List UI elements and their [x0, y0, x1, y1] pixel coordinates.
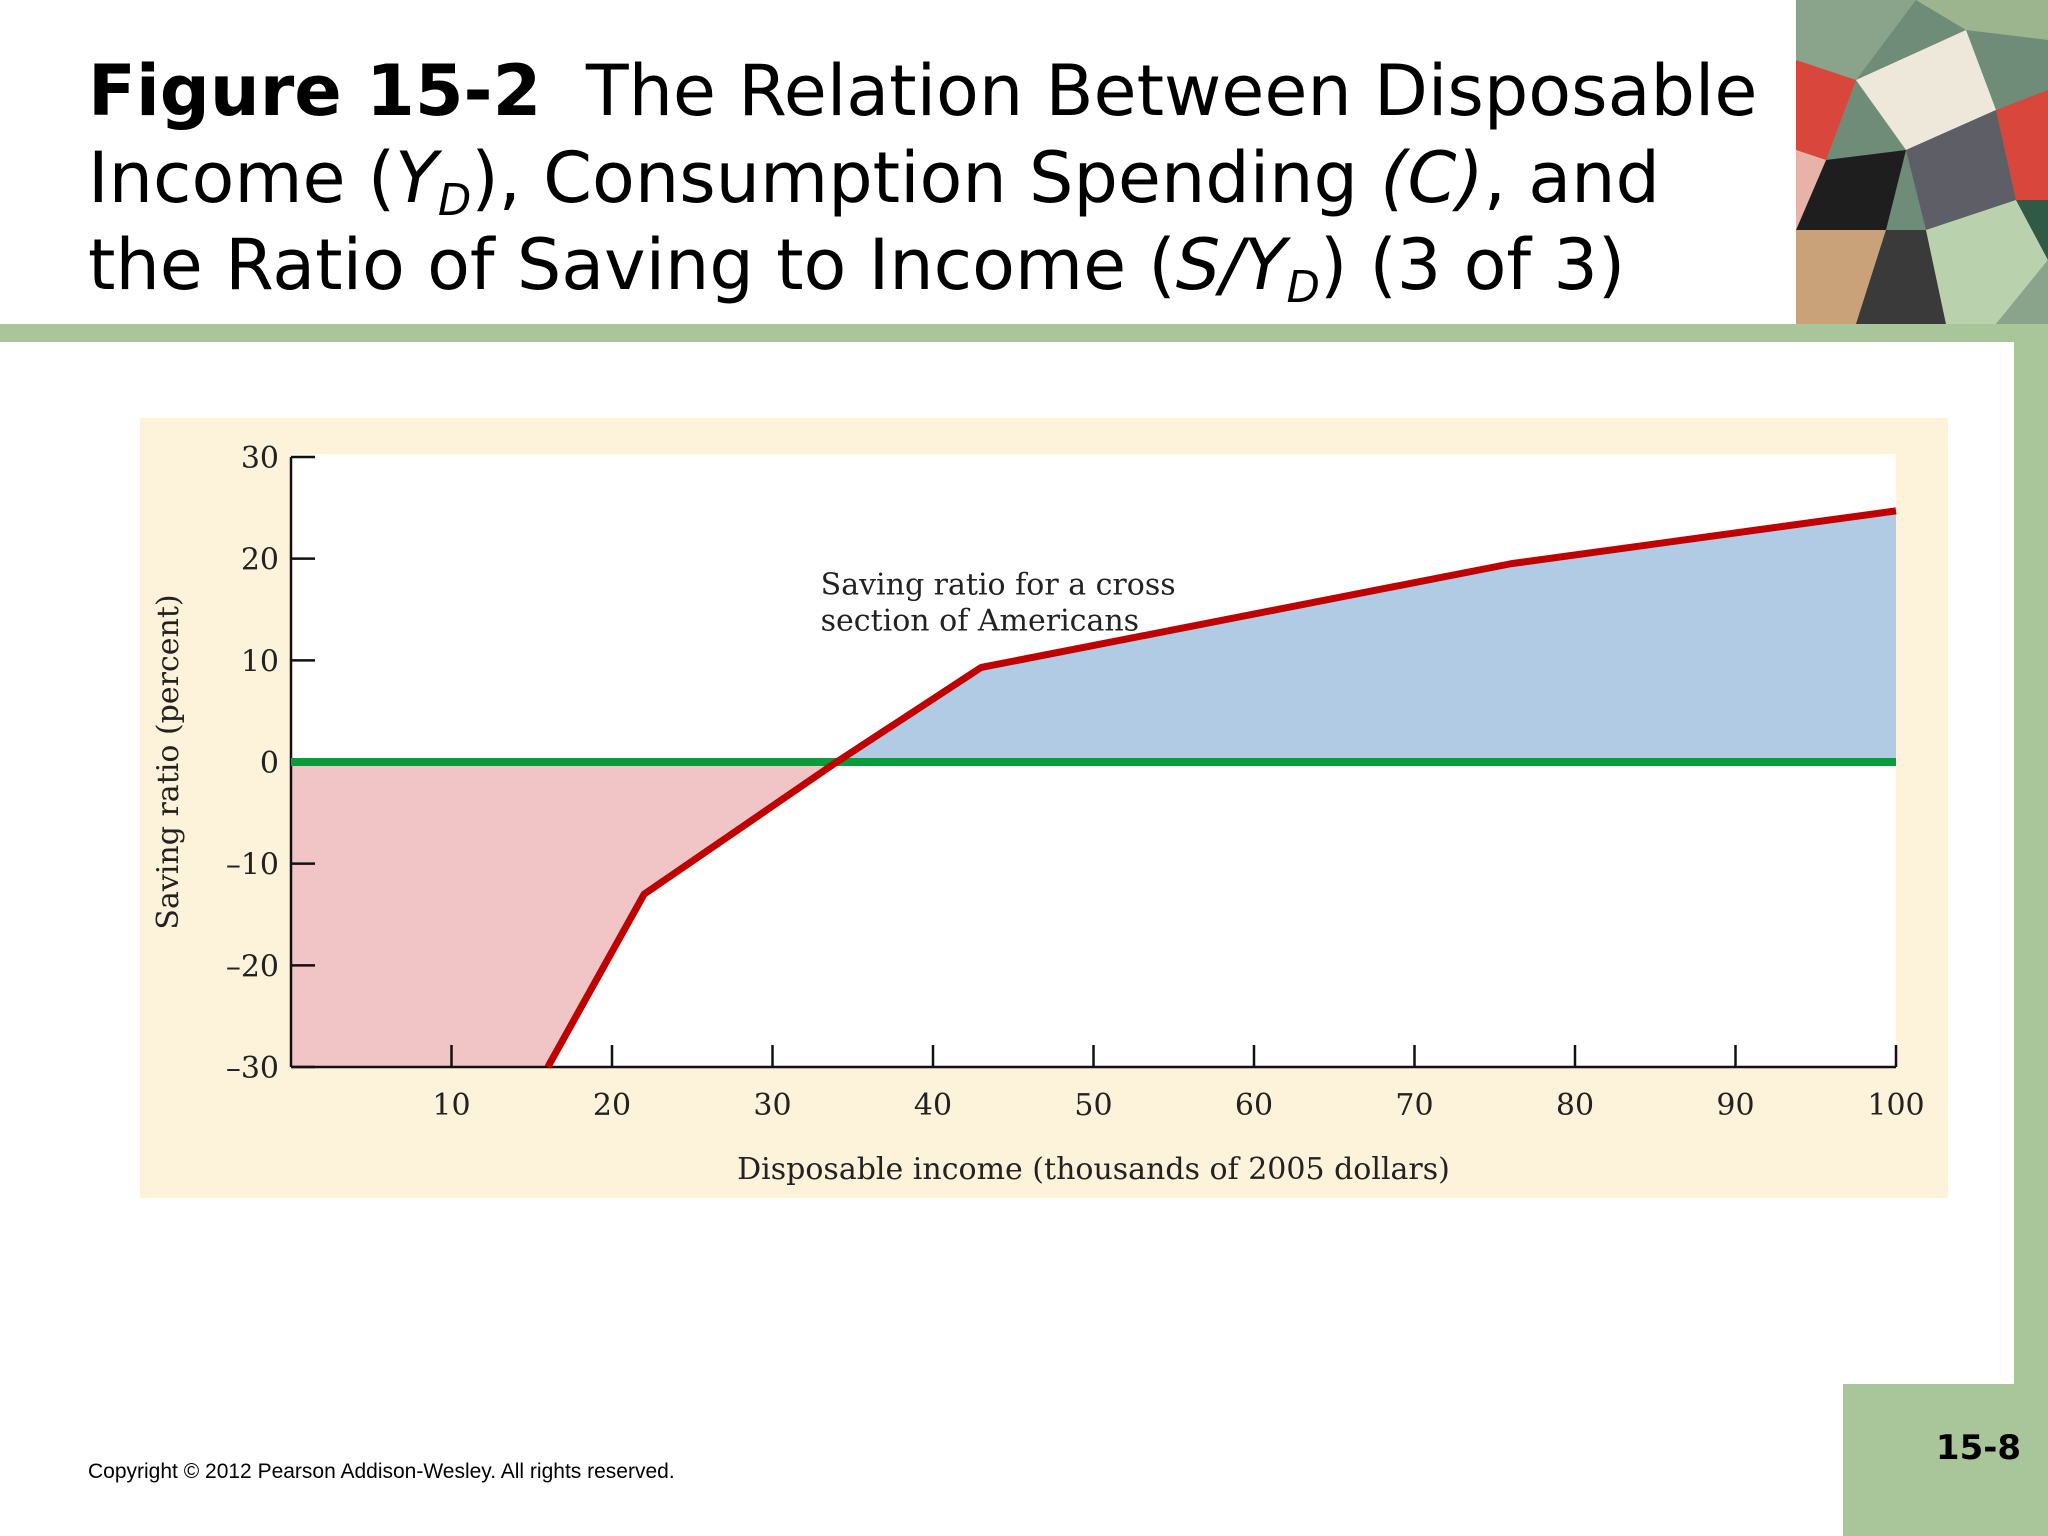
title-text-2a: Income (: [88, 137, 396, 219]
title-yd-sub: D: [437, 176, 472, 227]
x-tick-label: 10: [432, 1088, 470, 1123]
title-yd: Y: [395, 137, 438, 219]
title-line-1: Figure 15-2 The Relation Between Disposa…: [88, 48, 1778, 135]
header-divider-band: [0, 324, 2048, 342]
title-text-2d: , and: [1483, 137, 1660, 219]
annotation-line-1: Saving ratio for a cross: [821, 567, 1176, 602]
decorative-artwork: [1796, 0, 2048, 324]
title-text-1: The Relation Between Disposable: [585, 50, 1758, 132]
y-tick-label: 30: [241, 441, 279, 476]
x-tick-label: 100: [1867, 1088, 1924, 1123]
right-edge-bar: [2014, 342, 2048, 1536]
y-tick-label: 20: [241, 543, 279, 578]
x-tick-label: 70: [1395, 1088, 1433, 1123]
x-tick-label: 80: [1556, 1088, 1594, 1123]
x-tick-label: 50: [1074, 1088, 1112, 1123]
y-tick-label: –20: [226, 949, 279, 984]
slide-title: Figure 15-2 The Relation Between Disposa…: [88, 48, 1778, 310]
page-number-box: [1843, 1384, 2048, 1536]
x-tick-label: 20: [593, 1088, 631, 1123]
title-line-2: Income (YD), Consumption Spending (C), a…: [88, 135, 1778, 223]
title-text-3a: the Ratio of Saving to Income (: [88, 224, 1176, 306]
copyright-notice: Copyright © 2012 Pearson Addison-Wesley.…: [88, 1460, 675, 1483]
y-axis-label: Saving ratio (percent): [151, 594, 186, 929]
title-line-3: the Ratio of Saving to Income (S/YD) (3 …: [88, 222, 1778, 310]
negative-saving-area: [291, 762, 837, 1067]
x-axis-label: Disposable income (thousands of 2005 dol…: [737, 1152, 1450, 1187]
y-tick-label: 10: [241, 644, 279, 679]
title-syd-sub: D: [1286, 263, 1320, 314]
title-c: (C): [1380, 137, 1484, 219]
x-tick-label: 30: [753, 1088, 791, 1123]
annotation-line-2: section of Americans: [821, 603, 1139, 638]
saving-ratio-line: [544, 507, 1897, 1069]
x-tick-label: 60: [1235, 1088, 1273, 1123]
x-tick-label: 40: [914, 1088, 952, 1123]
title-text-2b: ), Consumption Spending: [471, 137, 1381, 219]
y-axis: 30 20 10 0 –10 –20 –30: [226, 441, 315, 1086]
y-tick-label: 0: [260, 746, 279, 781]
y-tick-label: –30: [226, 1051, 279, 1086]
title-text-3b: ) (3 of 3): [1319, 224, 1626, 306]
title-syd: S/Y: [1175, 224, 1287, 306]
positive-saving-area: [836, 510, 1897, 762]
x-tick-label: 90: [1716, 1088, 1754, 1123]
page-number: 15-8: [1935, 1428, 2021, 1468]
y-tick-label: –10: [226, 848, 279, 883]
figure-number: Figure 15-2: [88, 50, 542, 132]
x-axis: 10 20 30 40 50 60 70 80 90 100: [291, 1045, 1925, 1123]
